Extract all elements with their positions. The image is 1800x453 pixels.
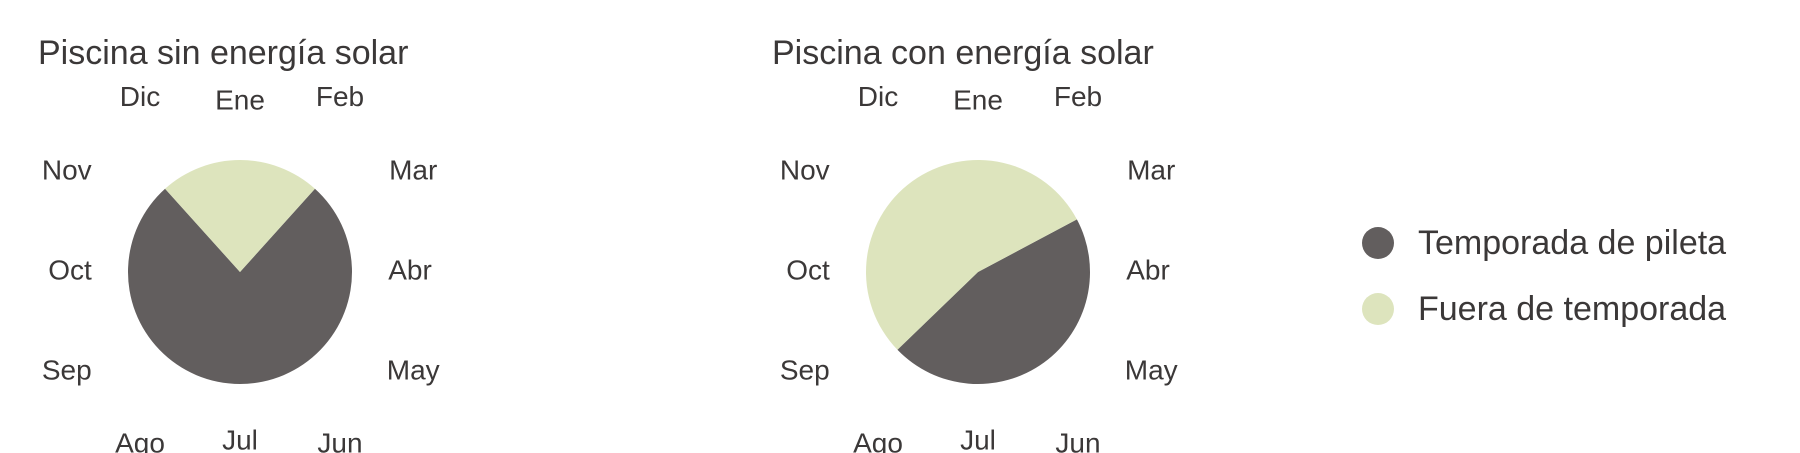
legend-label-season: Temporada de pileta: [1418, 224, 1726, 263]
pie-chart-with-solar: Ene Feb Mar Abr May Jun Jul Ago Sep Oct Nov Dic: [0, 0, 1300, 453]
month-label-may: May: [1125, 354, 1178, 385]
month-label-mar: Mar: [1127, 154, 1175, 185]
month-label-jul: Jul: [960, 424, 996, 453]
month-label-ene: Ene: [953, 84, 1003, 115]
legend-swatch-off-season: [1362, 293, 1394, 325]
month-label-sep: Sep: [780, 354, 830, 385]
legend-item-season: Temporada de pileta: [1362, 210, 1726, 276]
month-label-abr: Abr: [1126, 254, 1170, 285]
month-label-oct: Oct: [786, 254, 830, 285]
legend-swatch-season: [1362, 227, 1394, 259]
legend-item-off-season: Fuera de temporada: [1362, 276, 1726, 342]
legend-label-off-season: Fuera de temporada: [1418, 290, 1726, 329]
month-label-dic: Dic: [858, 81, 898, 112]
month-label-feb: Feb: [1054, 81, 1102, 112]
month-label-jun: Jun: [1055, 428, 1100, 453]
month-label-ago: Ago: [853, 428, 903, 453]
month-label-nov: Nov: [780, 154, 830, 185]
legend: Temporada de pileta Fuera de temporada: [1362, 210, 1726, 342]
